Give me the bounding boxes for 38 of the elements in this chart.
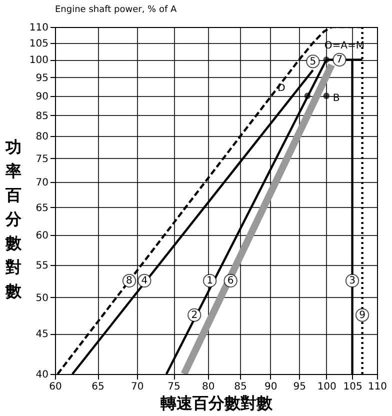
x-tick-label: 85	[234, 382, 247, 392]
x-tick-label: 110	[368, 382, 388, 392]
annotation: 4	[141, 276, 148, 287]
chart-title: Engine shaft power, % of A	[55, 5, 178, 15]
x-tick-label: 80	[202, 382, 215, 392]
annotation: 7	[336, 54, 343, 66]
y-tick-label: 100	[29, 55, 48, 66]
y-tick-label: 45	[36, 329, 48, 340]
y-tick-label: 80	[36, 132, 48, 143]
y-tick-label: 70	[36, 178, 48, 189]
x-tick-label: 70	[131, 382, 144, 392]
annotation: 1	[206, 276, 213, 287]
y-tick-label: 50	[36, 292, 48, 304]
y-tick-label: 90	[36, 91, 48, 102]
annotation: 6	[227, 276, 234, 287]
y-tick-label: 110	[29, 22, 48, 34]
y-tick-label: 95	[36, 72, 48, 84]
y-tick-label: 55	[36, 260, 48, 272]
annotation: 9	[359, 310, 366, 322]
x-tick-label: 105	[343, 382, 362, 392]
x-tick-label: 75	[168, 382, 180, 392]
y-axis-title: 功率百分數對數	[4, 138, 22, 300]
y-tick-label: 105	[29, 38, 48, 50]
annotation: 8	[126, 276, 132, 287]
annotation: 3	[349, 276, 356, 287]
y-tick-label: 65	[36, 202, 48, 214]
y-tick-label: 60	[36, 230, 48, 242]
annotation: 2	[191, 310, 198, 322]
x-tick-label: 60	[49, 382, 62, 392]
y-tick-label: 75	[36, 154, 48, 165]
annotation: 5	[310, 56, 316, 68]
x-tick-label: 90	[264, 382, 278, 392]
x-tick-label: 95	[293, 382, 306, 392]
x-tick-label: 65	[92, 382, 104, 392]
x-axis-title: 轉速百分數對數	[160, 394, 274, 412]
y-tick-label: 85	[36, 110, 48, 122]
y-tick-label: 40	[36, 370, 48, 380]
x-tick-label: 100	[317, 382, 336, 392]
